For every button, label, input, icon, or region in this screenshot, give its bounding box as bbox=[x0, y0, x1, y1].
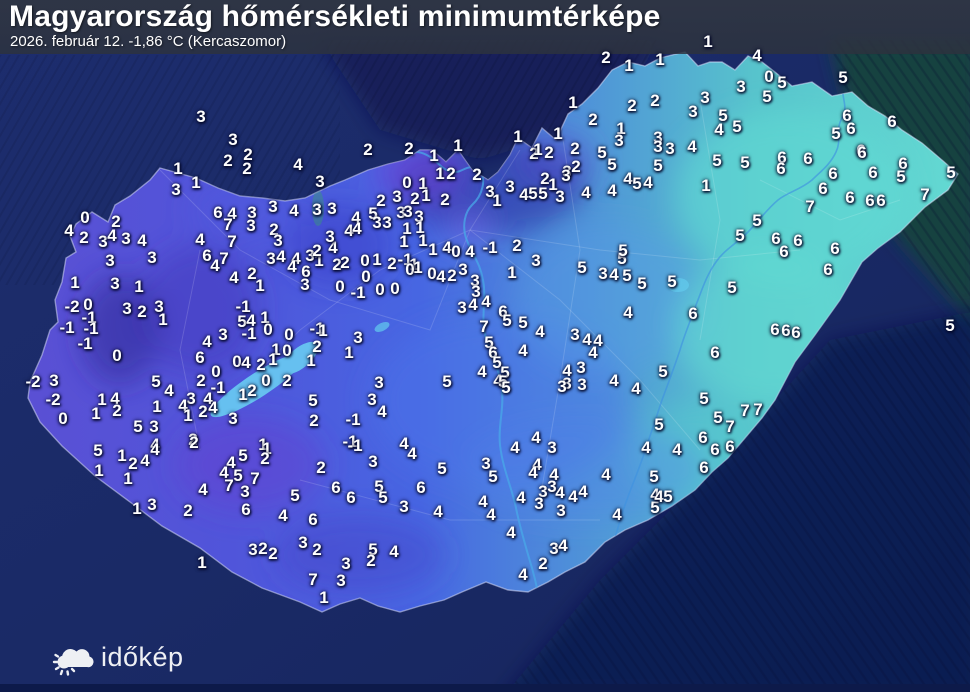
lake-balaton bbox=[210, 341, 319, 418]
river-danube bbox=[367, 150, 541, 605]
road-network bbox=[159, 99, 901, 521]
sun-cloud-icon bbox=[52, 649, 94, 676]
map-header: Magyarország hőmérsékleti minimumtérképe… bbox=[0, 0, 970, 54]
river-tisza bbox=[609, 79, 846, 557]
logo-text: időkép bbox=[101, 641, 184, 672]
bottom-strip bbox=[0, 684, 970, 692]
map-title: Magyarország hőmérsékleti minimumtérképe bbox=[9, 0, 661, 33]
hungary-country-shape bbox=[27, 51, 959, 613]
lake-tisza bbox=[667, 278, 689, 292]
lake-velence bbox=[374, 322, 390, 332]
idokep-logo: időkép bbox=[52, 638, 184, 676]
map-subtitle: 2026. február 12. -1,86 °C (Kercaszomor) bbox=[10, 33, 287, 50]
